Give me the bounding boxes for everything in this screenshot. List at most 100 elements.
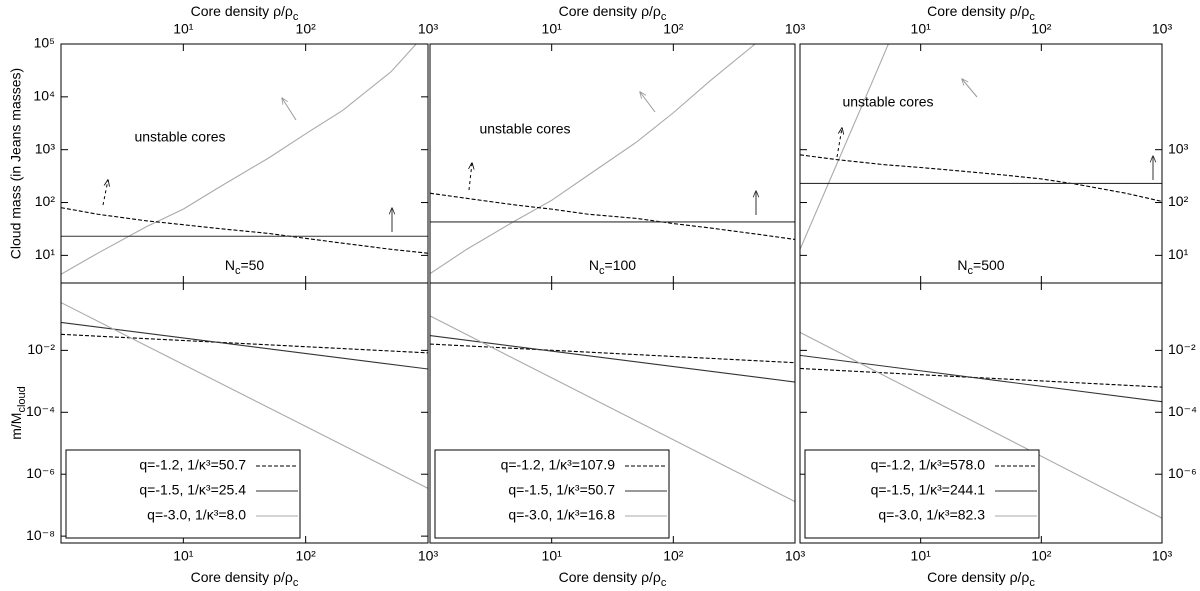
legend-label: q=-3.0, 1/κ³=82.3 — [878, 507, 985, 523]
y-tick-label: 10⁻⁶ — [26, 465, 55, 481]
plot-area — [800, 44, 1162, 250]
line-series — [430, 335, 795, 383]
x-axis-label: Core density ρ/ρc — [559, 3, 667, 23]
subscript: c — [293, 11, 299, 23]
line-series — [61, 44, 417, 275]
legend-label: q=-1.5, 1/κ³=25.4 — [139, 482, 246, 498]
arrow — [640, 92, 656, 113]
text-part: =100 — [605, 257, 637, 273]
text-part: =500 — [973, 257, 1005, 273]
arrow — [282, 98, 297, 121]
n-label: Nc=500 — [957, 257, 1004, 277]
y-tick-label: 10¹ — [35, 246, 56, 262]
x-tick-label: 10³ — [1152, 21, 1173, 37]
y-tick-label: 10⁵ — [34, 35, 55, 51]
x-tick-label: 10¹ — [911, 21, 932, 37]
line-series — [61, 207, 428, 254]
subscript: c — [599, 265, 605, 277]
plot-area — [800, 331, 1162, 519]
line-series — [61, 333, 428, 354]
subscript: c — [1029, 11, 1035, 23]
y-tick-label: 10⁻⁴ — [1168, 403, 1197, 419]
line-series — [430, 315, 795, 503]
x-tick-label: 10² — [663, 548, 684, 564]
x-axis-label: Core density ρ/ρc — [559, 569, 667, 589]
n-label: Nc=50 — [225, 257, 265, 277]
plot-frame — [60, 282, 429, 544]
x-tick-label: 10² — [296, 21, 317, 37]
y-tick-label: 10⁻⁶ — [1168, 465, 1197, 481]
x-tick-label: 10¹ — [173, 548, 194, 564]
subscript: c — [968, 265, 974, 277]
x-tick-label: 10³ — [1152, 548, 1173, 564]
text-part: Core density ρ/ρ — [559, 3, 661, 19]
annotation: unstable cores — [842, 94, 933, 110]
text-part: N — [589, 257, 599, 273]
y-tick-label: 10² — [35, 193, 56, 209]
text-part: N — [957, 257, 967, 273]
y-tick-label: 10⁻⁸ — [26, 527, 55, 543]
plot-frame — [799, 282, 1163, 544]
text-part: Core density ρ/ρ — [191, 569, 293, 585]
legend-box — [804, 449, 1040, 539]
x-tick-label: 10¹ — [911, 548, 932, 564]
legend-label: q=-3.0, 1/κ³=16.8 — [508, 507, 615, 523]
line-series — [800, 331, 1162, 519]
line-series — [61, 321, 428, 370]
x-tick-label: 10³ — [418, 21, 439, 37]
arrow — [962, 79, 978, 98]
text-part: Core density ρ/ρ — [191, 3, 293, 19]
arrow — [836, 128, 842, 158]
plot-area — [61, 44, 428, 275]
x-tick-label: 10¹ — [542, 548, 563, 564]
x-tick-label: 10¹ — [542, 21, 563, 37]
text-part: N — [225, 257, 235, 273]
y-tick-label: 10² — [1168, 193, 1189, 209]
plot-frame — [799, 43, 1163, 284]
x-axis-label: Core density ρ/ρc — [927, 3, 1035, 23]
legend-box — [65, 449, 301, 539]
line-series — [61, 302, 428, 489]
subscript: c — [235, 265, 241, 277]
legend-label: q=-1.2, 1/κ³=50.7 — [139, 457, 246, 473]
line-series — [800, 354, 1162, 403]
plot-area — [61, 302, 428, 489]
subscript: c — [1029, 577, 1035, 589]
legend-label: q=-1.2, 1/κ³=107.9 — [501, 457, 616, 473]
y-tick-label: 10⁴ — [33, 88, 55, 104]
plot-area — [430, 315, 795, 503]
legend-label: q=-3.0, 1/κ³=8.0 — [147, 507, 246, 523]
y-tick-label: 10⁻² — [27, 341, 55, 357]
legend-label: q=-1.5, 1/κ³=244.1 — [871, 482, 986, 498]
text-part: Core density ρ/ρ — [927, 3, 1029, 19]
text-part: Core density ρ/ρ — [559, 569, 661, 585]
line-series — [800, 44, 889, 250]
x-tick-label: 10² — [1031, 21, 1052, 37]
x-tick-label: 10³ — [785, 21, 806, 37]
line-series — [800, 154, 1162, 202]
y-tick-label: 10⁻² — [1168, 341, 1196, 357]
legend-box — [434, 449, 670, 539]
legend-label: q=-1.2, 1/κ³=578.0 — [871, 457, 986, 473]
annotation: unstable cores — [479, 121, 570, 137]
line-series — [800, 367, 1162, 388]
y-axis-label: Cloud mass (in Jeans masses) — [8, 68, 24, 259]
y-axis-label: m/Mcloud — [8, 386, 28, 440]
annotation: unstable cores — [134, 129, 225, 145]
plot-frame — [429, 43, 796, 284]
x-axis-label: Core density ρ/ρc — [191, 569, 299, 589]
plot-frame — [429, 282, 796, 544]
arrow — [469, 163, 472, 191]
text-part: Core density ρ/ρ — [927, 569, 1029, 585]
arrow — [102, 180, 108, 206]
x-tick-label: 10³ — [418, 548, 439, 564]
y-tick-label: 10³ — [35, 140, 56, 156]
y-tick-label: 10⁻⁴ — [26, 403, 55, 419]
line-series — [430, 44, 756, 275]
x-tick-label: 10³ — [785, 548, 806, 564]
subscript: c — [661, 577, 667, 589]
y-tick-label: 10³ — [1168, 140, 1189, 156]
subscript: c — [293, 577, 299, 589]
